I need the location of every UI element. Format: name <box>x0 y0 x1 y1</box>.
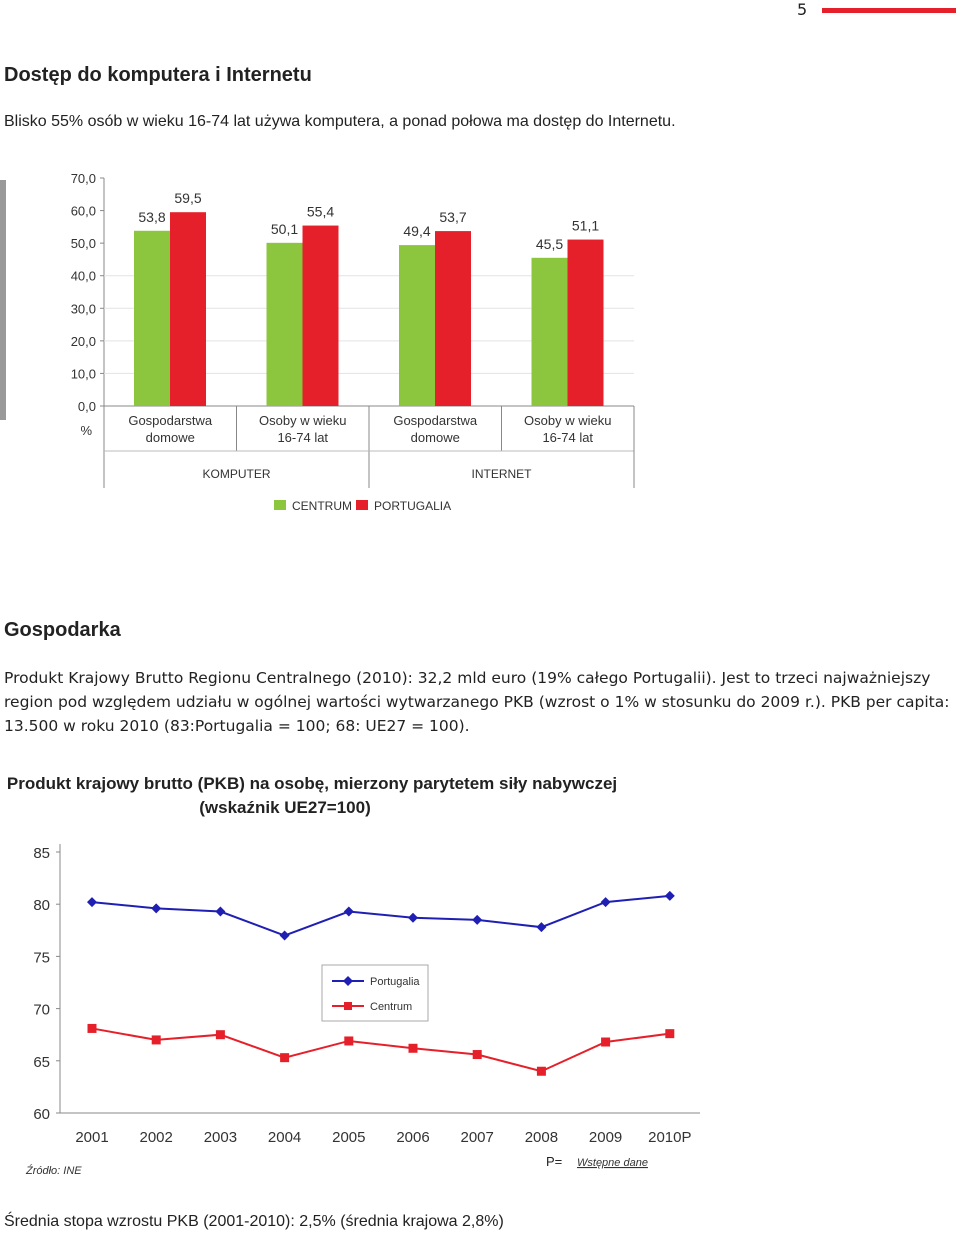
data-label: 49,4 <box>403 223 430 239</box>
y-tick-label: 20,0 <box>71 334 96 349</box>
data-label: 59,5 <box>174 190 201 206</box>
x-tick-label: 2010P <box>648 1129 691 1146</box>
legend-label-portugalia: Portugalia <box>370 976 420 988</box>
note-symbol: P= <box>546 1154 562 1169</box>
bar-chart: 70,0 60,0 50,0 40,0 30,0 20,0 10,0 0,0% Gospodar… <box>0 171 635 513</box>
category-label: 16-74 lat <box>542 430 593 445</box>
x-tick-label: 2001 <box>75 1129 108 1146</box>
category-label: domowe <box>146 430 195 445</box>
point-portugalia <box>343 906 354 917</box>
section-text-computer: Blisko 55% osób w wieku 16-74 lat używa … <box>4 113 676 130</box>
bar-centrum <box>531 257 568 406</box>
bar-portugalia <box>435 231 471 406</box>
data-label: 55,4 <box>307 204 334 220</box>
y-tick-label: 70,0 <box>71 171 96 186</box>
data-label: 45,5 <box>536 236 563 252</box>
y-tick-label: 80 <box>33 897 50 914</box>
legend-box <box>321 964 429 1022</box>
data-label: 50,1 <box>271 221 298 237</box>
y-tick-label: 60,0 <box>71 204 96 219</box>
x-tick-label: 2009 <box>589 1129 622 1146</box>
point-portugalia <box>87 897 97 908</box>
series-line-centrum <box>91 1027 670 1073</box>
header-rule <box>822 8 956 13</box>
section-heading-computer: Dostęp do komputera i Internetu <box>4 64 312 86</box>
category-label: 16-74 lat <box>277 430 328 445</box>
x-tick-label: 2006 <box>396 1129 429 1146</box>
category-label: Gospodarstwa <box>393 413 478 428</box>
y-tick-label: 10,0 <box>71 366 96 381</box>
source-note: Źródło: INE <box>25 1164 82 1177</box>
bar-centrum <box>266 242 303 406</box>
legend-swatch-centrum <box>274 500 286 510</box>
point-centrum <box>151 1035 161 1045</box>
x-tick-label: 2003 <box>204 1129 237 1146</box>
bar-portugalia <box>567 239 604 406</box>
y-tick-label: 70 <box>33 1002 50 1019</box>
page-number: 5 <box>797 0 808 19</box>
point-centrum <box>472 1050 482 1060</box>
y-tick-label: 65 <box>33 1054 50 1071</box>
legend-label-centrum: CENTRUM <box>292 499 352 513</box>
x-tick-label: 2008 <box>525 1129 558 1146</box>
point-portugalia <box>151 903 162 914</box>
legend-swatch-portugalia <box>356 500 368 510</box>
x-tick-label: 2004 <box>268 1129 301 1146</box>
y-tick-label: 60 <box>33 1106 50 1123</box>
growth-rate-text: Średnia stopa wzrostu PKB (2001-2010): 2… <box>4 1213 504 1230</box>
data-label: 53,7 <box>439 209 466 225</box>
chart-title: Produkt krajowy brutto (PKB) na osobę, m… <box>7 774 617 793</box>
point-centrum <box>408 1043 418 1053</box>
y-tick-label: 30,0 <box>71 301 96 316</box>
category-label: domowe <box>411 430 460 445</box>
legend-label-portugalia: PORTUGALIA <box>374 499 451 513</box>
legend-label-centrum: Centrum <box>370 1001 412 1013</box>
legend-marker-centrum <box>344 1002 352 1010</box>
line-chart: Produkt krajowy brutto (PKB) na osobę, m… <box>7 774 700 1177</box>
image-edge <box>0 180 6 420</box>
point-centrum <box>87 1023 97 1033</box>
x-tick-label: 2007 <box>461 1129 494 1146</box>
x-tick-label: 2005 <box>332 1129 365 1146</box>
bar-centrum <box>399 245 435 406</box>
y-tick-label: 75 <box>33 949 50 966</box>
point-centrum <box>280 1053 290 1063</box>
point-centrum <box>215 1030 225 1040</box>
group-label: INTERNET <box>472 467 533 481</box>
category-label: Gospodarstwa <box>128 413 213 428</box>
section-heading-economy: Gospodarka <box>4 619 121 641</box>
y-tick-label: 85 <box>33 845 50 862</box>
bar-portugalia <box>170 212 206 406</box>
y-tick-label: 0,0 <box>78 399 96 414</box>
y-tick-label: 50,0 <box>71 236 96 251</box>
point-portugalia <box>600 897 611 908</box>
data-label: 53,8 <box>138 209 165 225</box>
legend-marker-portugalia <box>343 976 353 986</box>
point-portugalia <box>408 912 418 923</box>
group-label: KOMPUTER <box>202 467 270 481</box>
bar-centrum <box>134 230 170 406</box>
bar-portugalia <box>302 225 339 406</box>
data-label: 51,1 <box>572 218 599 234</box>
series-line-portugalia <box>91 894 670 937</box>
y-tick-label: 40,0 <box>71 269 96 284</box>
point-portugalia <box>472 914 483 925</box>
point-portugalia <box>536 922 547 933</box>
point-portugalia <box>215 906 226 917</box>
point-centrum <box>536 1066 546 1076</box>
point-portugalia <box>664 890 675 901</box>
point-centrum <box>665 1029 675 1039</box>
y-unit-label: % <box>80 423 92 438</box>
point-centrum <box>344 1036 354 1046</box>
note-text: Wstępne dane <box>577 1157 648 1169</box>
category-label: Osoby w wieku <box>524 413 611 428</box>
section-text-economy: Produkt Krajowy Brutto Regionu Centralne… <box>4 669 950 735</box>
x-tick-label: 2002 <box>140 1129 173 1146</box>
chart-subtitle: (wskaźnik UE27=100) <box>199 798 371 817</box>
point-centrum <box>601 1037 611 1047</box>
point-portugalia <box>279 930 290 941</box>
category-label: Osoby w wieku <box>259 413 346 428</box>
